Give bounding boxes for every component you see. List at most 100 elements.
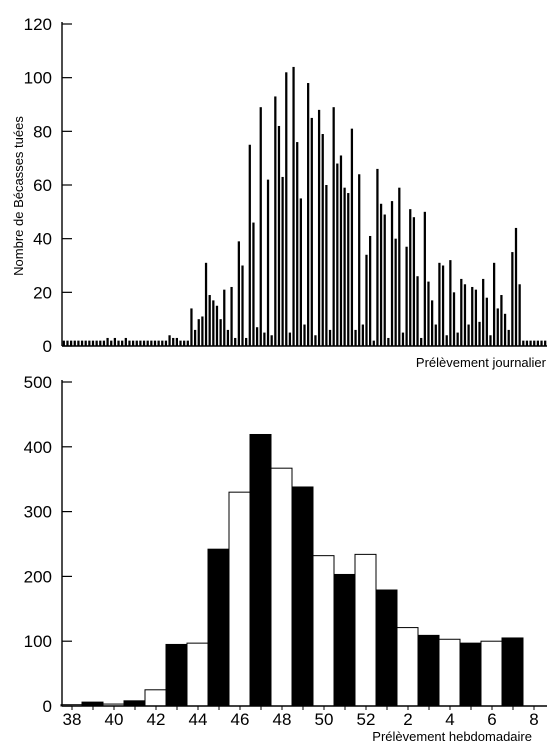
daily-bar bbox=[172, 337, 175, 346]
daily-bar bbox=[339, 155, 343, 346]
daily-bar bbox=[540, 340, 543, 346]
daily-bar bbox=[500, 295, 503, 346]
daily-bar bbox=[321, 134, 324, 346]
daily-bar bbox=[266, 179, 270, 346]
daily-bar bbox=[212, 300, 215, 346]
daily-bar bbox=[449, 260, 452, 346]
daily-bar bbox=[387, 337, 390, 346]
daily-bar bbox=[412, 217, 416, 346]
daily-bar bbox=[518, 284, 521, 346]
daily-bar bbox=[201, 316, 204, 346]
weekly-x-tick-label: 2 bbox=[403, 710, 412, 729]
daily-bar bbox=[347, 193, 350, 346]
daily-bar bbox=[219, 319, 222, 346]
daily-bar bbox=[277, 125, 281, 346]
daily-bar bbox=[183, 340, 186, 346]
daily-bar bbox=[544, 340, 547, 346]
daily-bar bbox=[372, 340, 375, 346]
daily-bar bbox=[361, 324, 364, 346]
daily-chart: 0 20 40 60 80 100 120 Nombre de Bécasses tuées… bbox=[11, 15, 547, 370]
weekly-y-tick-label: 0 bbox=[43, 697, 52, 716]
daily-bar bbox=[281, 176, 284, 346]
daily-bar bbox=[441, 265, 445, 346]
weekly-bars bbox=[60, 433, 524, 707]
daily-bar bbox=[259, 107, 262, 347]
daily-bar bbox=[489, 335, 492, 346]
daily-bar bbox=[255, 327, 259, 346]
weekly-x-tick-label: 52 bbox=[357, 710, 376, 729]
daily-bar bbox=[215, 305, 219, 346]
weekly-x-tick-label: 48 bbox=[273, 710, 292, 729]
daily-y-tick-label: 100 bbox=[24, 69, 52, 88]
daily-bar bbox=[73, 340, 76, 346]
weekly-bar bbox=[270, 467, 293, 707]
daily-bar bbox=[431, 300, 434, 346]
weekly-x-tick-label: 50 bbox=[315, 710, 334, 729]
weekly-bar bbox=[354, 553, 377, 707]
weekly-x-tick-label: 46 bbox=[231, 710, 250, 729]
daily-bar bbox=[467, 324, 470, 346]
daily-bar bbox=[503, 313, 507, 346]
daily-bar bbox=[456, 332, 459, 346]
daily-bar bbox=[241, 265, 244, 346]
daily-bar bbox=[142, 340, 146, 346]
daily-bar bbox=[379, 203, 383, 346]
daily-bar bbox=[536, 340, 540, 346]
daily-bar bbox=[471, 286, 474, 346]
daily-bar bbox=[533, 340, 536, 346]
daily-bar bbox=[525, 340, 529, 346]
daily-bar bbox=[263, 332, 266, 346]
daily-bar bbox=[66, 340, 69, 346]
weekly-bar bbox=[207, 548, 230, 707]
daily-bar bbox=[358, 174, 361, 346]
daily-bar bbox=[208, 295, 211, 346]
daily-bar bbox=[135, 340, 138, 346]
weekly-y-tick-label: 400 bbox=[24, 438, 52, 457]
daily-bar bbox=[328, 329, 332, 346]
daily-bar bbox=[186, 340, 189, 346]
weekly-bar bbox=[186, 642, 209, 707]
daily-bar bbox=[376, 168, 379, 346]
daily-bar bbox=[365, 254, 368, 346]
daily-bar bbox=[245, 337, 248, 346]
daily-bar bbox=[292, 66, 295, 347]
daily-bar bbox=[522, 340, 525, 346]
daily-bar bbox=[310, 117, 313, 346]
daily-bar bbox=[514, 227, 518, 346]
daily-bar bbox=[168, 335, 171, 346]
weekly-bar bbox=[438, 638, 461, 707]
daily-bar bbox=[496, 308, 499, 346]
daily-bar bbox=[354, 329, 357, 346]
daily-x-axis-label: Prélèvement journalier bbox=[416, 355, 547, 370]
daily-bar bbox=[482, 278, 485, 346]
daily-bar bbox=[317, 109, 321, 347]
daily-bars bbox=[62, 66, 547, 347]
daily-bar bbox=[336, 163, 339, 346]
daily-bar bbox=[288, 332, 292, 346]
daily-bar bbox=[230, 286, 233, 346]
daily-y-tick-label: 120 bbox=[24, 15, 52, 34]
daily-bar bbox=[325, 185, 328, 346]
daily-bar bbox=[401, 332, 405, 346]
weekly-bar bbox=[144, 689, 167, 707]
daily-bar bbox=[390, 201, 394, 346]
daily-bar bbox=[511, 252, 514, 346]
daily-bar bbox=[88, 340, 91, 346]
daily-bar bbox=[121, 340, 124, 346]
daily-bar bbox=[274, 96, 277, 346]
daily-bar bbox=[478, 321, 481, 346]
weekly-bar bbox=[291, 486, 314, 707]
daily-bar bbox=[131, 340, 135, 346]
daily-bar bbox=[113, 337, 117, 346]
weekly-x-tick-label: 6 bbox=[487, 710, 496, 729]
daily-bar bbox=[529, 340, 532, 346]
daily-bar bbox=[507, 329, 510, 346]
weekly-bar bbox=[501, 637, 524, 707]
weekly-x-tick-label: 8 bbox=[529, 710, 538, 729]
daily-bar bbox=[434, 324, 437, 346]
daily-bar bbox=[179, 340, 182, 346]
daily-y-tick-label: 60 bbox=[33, 176, 52, 195]
daily-bar bbox=[128, 340, 131, 346]
daily-bar bbox=[234, 337, 237, 346]
weekly-y-tick-label: 100 bbox=[24, 632, 52, 651]
